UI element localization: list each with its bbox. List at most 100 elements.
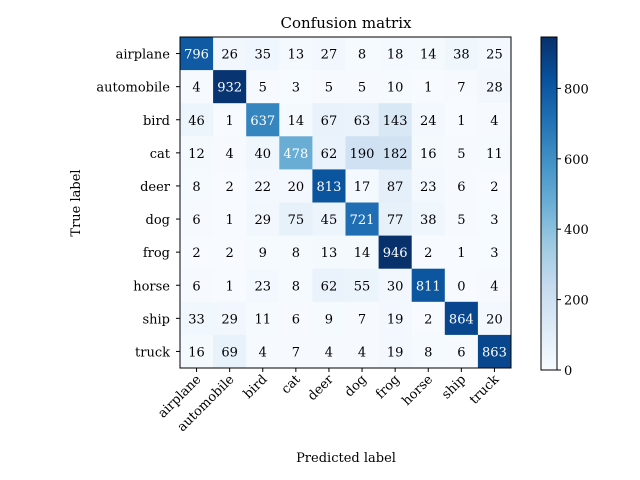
cell-ship-horse xyxy=(411,301,446,336)
cell-airplane-horse xyxy=(411,37,446,71)
cell-truck-frog xyxy=(378,334,413,369)
cell-ship-deer xyxy=(312,301,346,336)
cell-cat-automobile xyxy=(213,136,247,170)
y-tick-label: horse xyxy=(133,279,170,294)
cell-frog-airplane xyxy=(180,235,214,270)
cell-value: 23 xyxy=(254,279,271,294)
cell-horse-automobile xyxy=(213,268,247,303)
colorbar-tick-label: 400 xyxy=(564,223,589,238)
cell-value: 29 xyxy=(254,213,271,228)
colorbar-tick-label: 0 xyxy=(564,364,572,379)
cell-value: 811 xyxy=(416,279,441,294)
cell-truck-bird xyxy=(246,334,280,369)
cell-truck-horse xyxy=(411,334,446,369)
cell-value: 46 xyxy=(188,114,205,129)
cell-value: 6 xyxy=(192,279,200,294)
cell-cat-ship xyxy=(444,136,479,170)
cell-horse-deer xyxy=(312,268,346,303)
cell-value: 1 xyxy=(457,246,465,261)
cell-value: 7 xyxy=(457,81,465,96)
cell-frog-ship xyxy=(444,235,479,270)
cell-cat-dog xyxy=(345,136,379,170)
cell-value: 7 xyxy=(292,345,300,360)
cell-ship-bird xyxy=(246,301,280,336)
y-tick-label: frog xyxy=(143,246,170,261)
cell-deer-horse xyxy=(411,169,446,203)
cell-value: 75 xyxy=(288,213,305,228)
cell-horse-horse xyxy=(411,268,446,303)
cell-airplane-automobile xyxy=(213,37,247,71)
cell-deer-automobile xyxy=(213,169,247,203)
cell-deer-dog xyxy=(345,169,379,203)
y-tick-label: ship xyxy=(142,312,170,327)
colorbar: 0 200 400 600 800 xyxy=(540,36,589,379)
cell-deer-cat xyxy=(279,169,313,203)
cell-value: 1 xyxy=(424,81,432,96)
cell-frog-truck xyxy=(477,235,512,270)
cell-value: 28 xyxy=(486,81,503,96)
y-tick-label: bird xyxy=(143,114,170,129)
cell-bird-bird xyxy=(246,103,280,137)
colorbar-tick-label: 800 xyxy=(564,82,589,97)
cell-dog-cat xyxy=(279,202,313,236)
cell-value: 6 xyxy=(292,312,300,327)
cell-value: 721 xyxy=(350,213,375,228)
cell-dog-automobile xyxy=(213,202,247,236)
cell-value: 18 xyxy=(387,48,404,63)
cell-horse-cat xyxy=(279,268,313,303)
cell-value: 26 xyxy=(221,48,238,63)
cell-value: 863 xyxy=(482,345,507,360)
cell-horse-airplane xyxy=(180,268,214,303)
cell-value: 14 xyxy=(288,114,305,129)
cell-automobile-truck xyxy=(477,70,512,104)
cell-automobile-dog xyxy=(345,70,379,104)
x-tick-label: truck xyxy=(467,372,502,407)
cell-automobile-bird xyxy=(246,70,280,104)
cell-bird-ship xyxy=(444,103,479,137)
cell-bird-frog xyxy=(378,103,413,137)
cell-airplane-airplane xyxy=(180,37,214,71)
cell-deer-deer xyxy=(312,169,346,203)
cell-frog-automobile xyxy=(213,235,247,270)
cell-value: 6 xyxy=(192,213,200,228)
y-tick-label: deer xyxy=(140,180,171,195)
x-tick-label: ship xyxy=(439,372,469,402)
cell-value: 190 xyxy=(350,147,375,162)
cell-value: 9 xyxy=(259,246,267,261)
cell-deer-frog xyxy=(378,169,413,203)
cell-dog-bird xyxy=(246,202,280,236)
cell-airplane-bird xyxy=(246,37,280,71)
cell-value: 69 xyxy=(221,345,238,360)
cell-value: 4 xyxy=(325,345,333,360)
cell-bird-dog xyxy=(345,103,379,137)
cell-frog-cat xyxy=(279,235,313,270)
cell-airplane-frog xyxy=(378,37,413,71)
cell-dog-horse xyxy=(411,202,446,236)
cell-airplane-ship xyxy=(444,37,479,71)
cell-cat-horse xyxy=(411,136,446,170)
cell-value: 13 xyxy=(321,246,338,261)
cell-value: 0 xyxy=(457,279,465,294)
y-tick-label: truck xyxy=(135,345,170,360)
cell-value: 2 xyxy=(226,180,234,195)
cell-value: 10 xyxy=(387,81,404,96)
cell-value: 8 xyxy=(292,246,300,261)
cell-value: 20 xyxy=(486,312,503,327)
cell-value: 2 xyxy=(490,180,498,195)
cell-value: 62 xyxy=(321,279,338,294)
cell-value: 864 xyxy=(449,312,474,327)
cell-value: 3 xyxy=(490,213,498,228)
y-axis-label: True label xyxy=(69,169,84,236)
cell-truck-dog xyxy=(345,334,379,369)
cell-value: 16 xyxy=(188,345,205,360)
cell-value: 5 xyxy=(259,81,267,96)
cell-value: 87 xyxy=(387,180,404,195)
cell-truck-deer xyxy=(312,334,346,369)
cell-value: 6 xyxy=(457,180,465,195)
cell-truck-airplane xyxy=(180,334,214,369)
cell-value: 796 xyxy=(184,48,209,63)
x-tick-label: horse xyxy=(399,372,436,409)
cell-ship-truck xyxy=(477,301,512,336)
cell-value: 27 xyxy=(321,48,338,63)
cell-value: 1 xyxy=(226,114,234,129)
